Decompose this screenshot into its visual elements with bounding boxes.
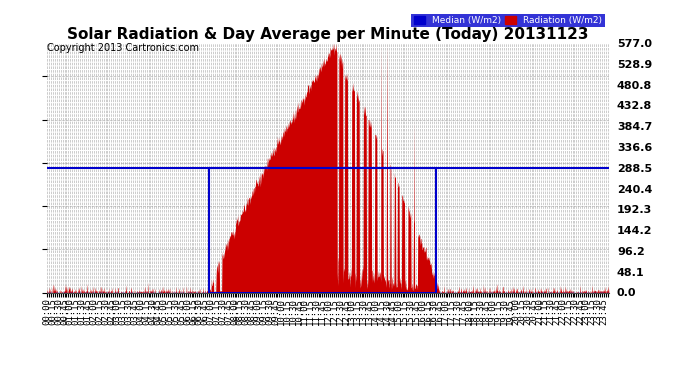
Bar	[209, 168, 435, 292]
Title: Solar Radiation & Day Average per Minute (Today) 20131123: Solar Radiation & Day Average per Minute…	[68, 27, 589, 42]
Text: Copyright 2013 Cartronics.com: Copyright 2013 Cartronics.com	[47, 43, 199, 53]
Legend: Median (W/m2), Radiation (W/m2): Median (W/m2), Radiation (W/m2)	[411, 14, 604, 27]
